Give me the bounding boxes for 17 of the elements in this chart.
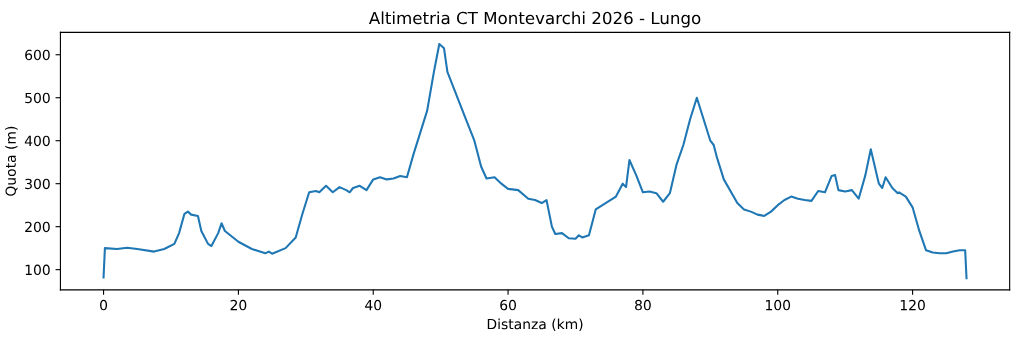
- x-tick-label: 120: [900, 299, 925, 311]
- y-tick-label: 400: [24, 135, 50, 147]
- chart-title: Altimetria CT Montevarchi 2026 - Lungo: [368, 11, 701, 28]
- x-tick-label: 100: [766, 299, 791, 311]
- x-tick-label: 40: [365, 299, 382, 311]
- x-tick-label: 0: [100, 299, 108, 311]
- y-tick-label: 600: [25, 49, 50, 61]
- y-tick-label: 500: [25, 92, 50, 104]
- y-tick-label: 300: [25, 178, 50, 190]
- x-tick-label: 80: [635, 299, 651, 311]
- x-axis-title: Distanza (km): [487, 318, 583, 331]
- y-tick-label: 100: [25, 264, 50, 276]
- y-axis-title: Quota (m): [5, 126, 18, 196]
- x-tick-label: 20: [230, 299, 247, 311]
- y-tick-label: 200: [25, 221, 50, 233]
- x-tick-label: 60: [500, 299, 516, 311]
- line-series: [102, 42, 968, 280]
